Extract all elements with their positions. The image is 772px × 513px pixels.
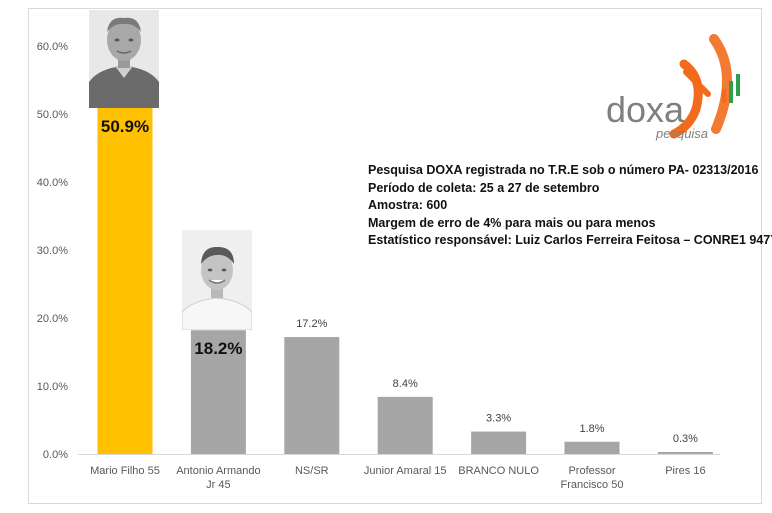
logo-sub-text: pesquisa (655, 126, 708, 141)
y-tick-label: 0.0% (43, 449, 68, 461)
candidate-photo-mario (89, 10, 159, 108)
data-label: 18.2% (194, 339, 242, 358)
x-tick-label: Pires 16 (665, 465, 705, 477)
y-tick-label: 50.0% (37, 109, 68, 121)
y-tick-label: 30.0% (37, 245, 68, 257)
data-label: 17.2% (296, 318, 327, 330)
data-label: 0.3% (673, 433, 698, 445)
info-line-margin: Margem de erro de 4% para mais ou para m… (368, 215, 656, 230)
info-line-registration: Pesquisa DOXA registrada no T.R.E sob o … (368, 163, 759, 177)
x-tick-label: Jr 45 (206, 479, 230, 491)
bar (284, 337, 340, 454)
data-label: 1.8% (579, 423, 604, 435)
x-tick-label: NS/SR (295, 465, 329, 477)
bar (657, 451, 713, 454)
x-tick-label: Junior Amaral 15 (364, 465, 447, 477)
logo-brand-text: doxa (606, 89, 685, 130)
info-line-sample: Amostra: 600 (368, 198, 448, 212)
info-line-period: Período de coleta: 25 a 27 de setembro (368, 180, 600, 195)
bar (471, 431, 527, 454)
x-tick-label: Francisco 50 (561, 479, 624, 491)
info-line-statistician: Estatístico responsável: Luiz Carlos Fer… (368, 233, 772, 247)
survey-info: Pesquisa DOXA registrada no T.R.E sob o … (368, 162, 772, 250)
x-tick-label: Mario Filho 55 (90, 465, 160, 477)
y-tick-label: 60.0% (37, 41, 68, 53)
data-label: 3.3% (486, 413, 511, 425)
x-tick-label: BRANCO NULO (458, 465, 539, 477)
bar (190, 330, 246, 454)
y-tick-label: 10.0% (37, 381, 68, 393)
bar (377, 396, 433, 454)
y-tick-label: 20.0% (37, 313, 68, 325)
candidate-photo-antonio (182, 230, 252, 330)
data-label: 50.9% (101, 117, 149, 136)
x-tick-label: Antonio Armando (176, 465, 260, 477)
bar (564, 441, 620, 454)
x-tick-label: Professor (568, 465, 615, 477)
doxa-logo: doxa pesquisa (604, 34, 754, 144)
data-label: 8.4% (393, 378, 418, 390)
bar (97, 107, 153, 454)
y-tick-label: 40.0% (37, 177, 68, 189)
